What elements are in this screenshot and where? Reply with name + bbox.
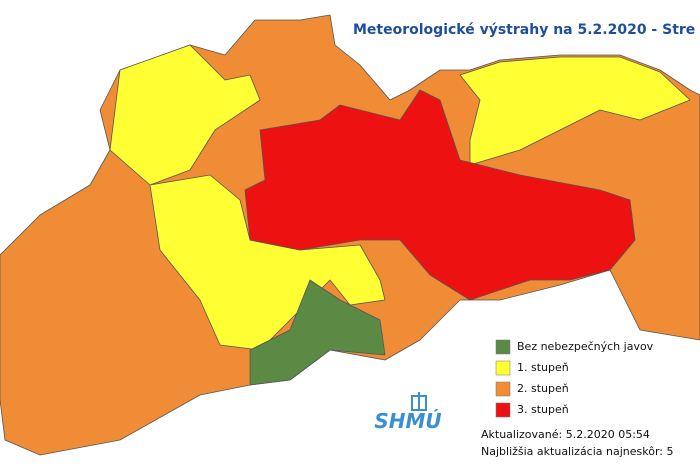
region-level-1: [109, 44, 261, 186]
legend-label: 1. stupeň: [517, 361, 569, 374]
next-update: Najbližšia aktualizácia najneskôr: 5: [481, 445, 674, 458]
legend-swatch: [495, 360, 511, 376]
legend-swatch: [495, 381, 511, 397]
region-level-3: [244, 89, 636, 301]
legend-swatch: [495, 339, 511, 355]
logo-text: SHMÚ: [374, 409, 441, 433]
map-title: Meteorologické výstrahy na 5.2.2020 - St…: [353, 22, 695, 38]
legend-label: Bez nebezpečných javov: [517, 340, 654, 353]
region-none: [249, 279, 386, 386]
region-level-1: [149, 174, 386, 351]
legend: Bez nebezpečných javov 1. stupeň 2. stupeň…: [495, 339, 654, 418]
legend-label: 3. stupeň: [517, 403, 569, 416]
update-time: Aktualizované: 5.2.2020 05:54: [481, 428, 650, 441]
region-level-1: [459, 56, 691, 166]
legend-swatch: [495, 402, 511, 418]
legend-label: 2. stupeň: [517, 382, 569, 395]
logo: SHMÚ: [374, 392, 442, 433]
